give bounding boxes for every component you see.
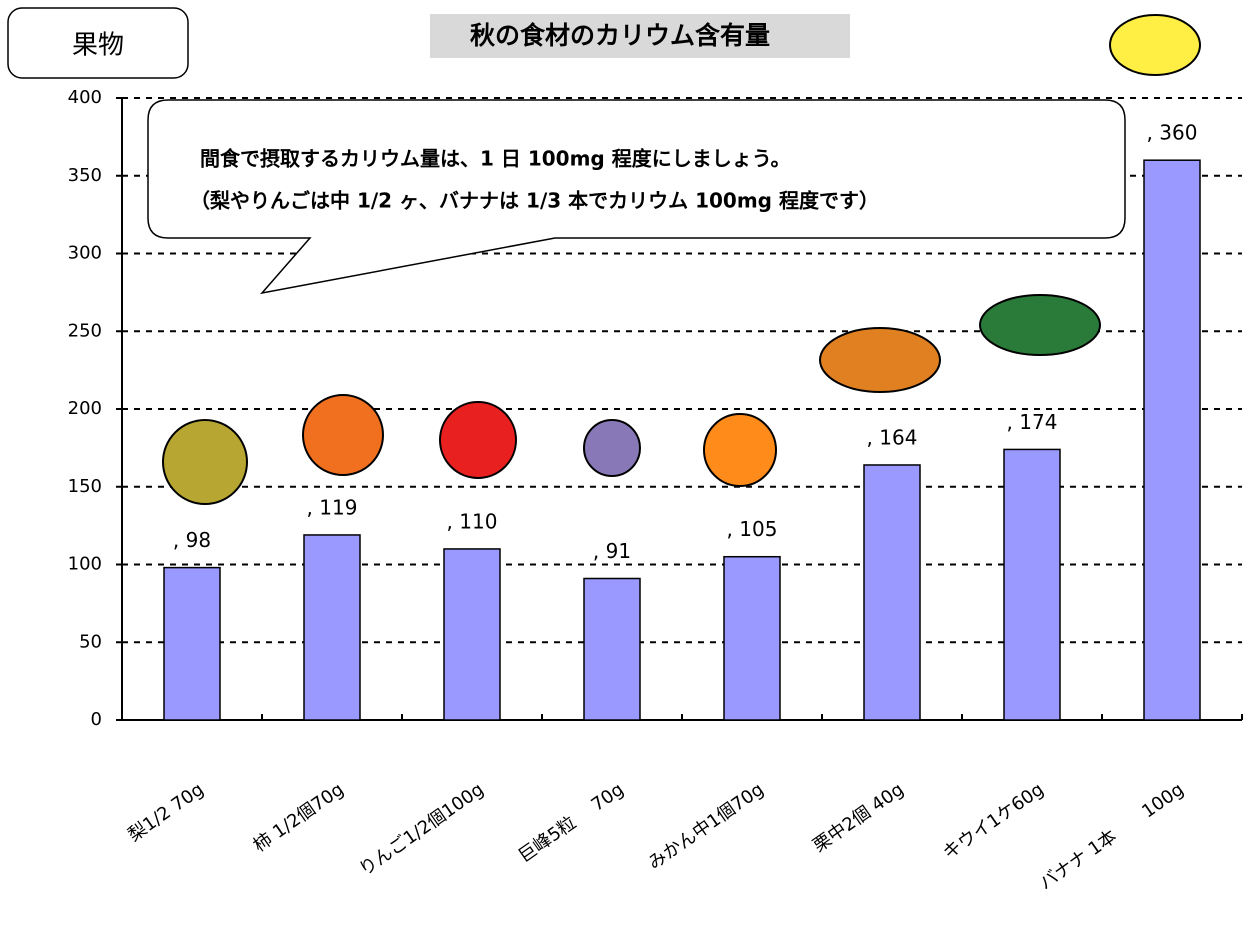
bar	[163, 566, 221, 721]
annotation-line: 間食で摂取するカリウム量は、1 日 100mg 程度にしましょう。	[200, 147, 791, 171]
x-tick-label: みかん中1個70g	[644, 779, 767, 874]
value-label: , 91	[593, 539, 631, 563]
value-label: , 360	[1147, 121, 1198, 145]
annotation-line: （梨やりんごは中 1/2 ヶ、バナナは 1/3 本でカリウム 100mg 程度で…	[190, 189, 879, 213]
category-box	[7, 7, 189, 79]
bar	[1003, 448, 1061, 721]
value-label: , 110	[447, 509, 498, 533]
bar	[863, 464, 921, 721]
x-tick-label: 栗中2個 40g	[809, 779, 907, 857]
bar	[303, 534, 361, 721]
value-label: , 105	[727, 517, 778, 541]
y-tick-label: 0	[91, 709, 102, 730]
chart-title: 秋の食材のカリウム含有量	[470, 21, 770, 50]
y-tick-label: 300	[68, 243, 102, 264]
illustrations	[162, 14, 1201, 505]
bar	[443, 548, 501, 721]
callout: 間食で摂取するカリウム量は、1 日 100mg 程度にしましょう。 （梨やりんご…	[147, 99, 1126, 295]
value-label: , 98	[173, 528, 211, 552]
value-label: , 164	[867, 425, 918, 449]
value-label: , 174	[1007, 410, 1058, 434]
y-tick-label: 350	[68, 165, 102, 186]
y-tick-label: 50	[79, 631, 102, 652]
bar	[723, 555, 781, 721]
bar	[583, 577, 641, 721]
x-tick-label: 柿 1/2個70g	[250, 779, 348, 856]
title-background	[430, 14, 850, 58]
x-tick-label: キウイ1ケ60g	[939, 779, 1048, 864]
bar	[1143, 159, 1201, 721]
y-tick-label: 100	[68, 554, 102, 575]
category-label: 果物	[72, 31, 124, 61]
y-tick-label: 250	[68, 320, 102, 341]
y-tick-label: 150	[68, 476, 102, 497]
x-tick-label: りんご1/2個100g	[355, 779, 487, 880]
value-label: , 119	[307, 495, 358, 519]
y-tick-label: 400	[68, 87, 102, 108]
x-tick-label: バナナ 1本 100g	[1036, 779, 1188, 894]
y-tick-label: 200	[68, 398, 102, 419]
x-tick-label: 梨1/2 70g	[124, 779, 207, 846]
x-tick-label: 巨峰5粒 70g	[515, 779, 628, 867]
